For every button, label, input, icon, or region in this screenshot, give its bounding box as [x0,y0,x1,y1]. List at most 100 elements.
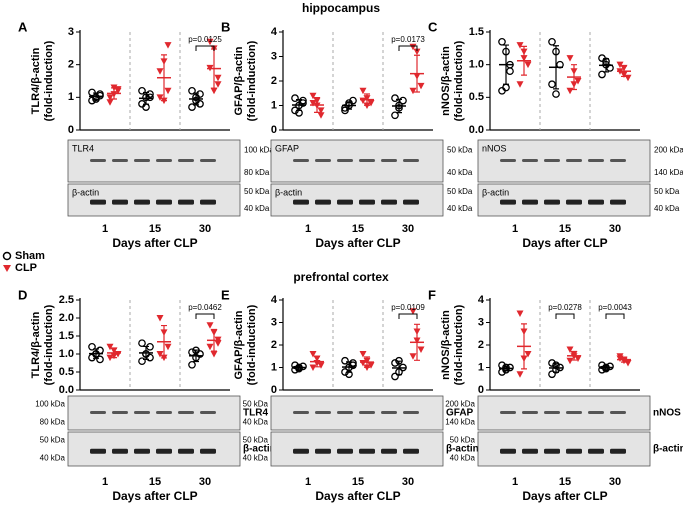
panel-label: B [221,19,230,34]
blot-band [134,199,150,205]
legend-marker [3,265,11,272]
y-tick-label: 0.0 [59,384,74,396]
data-point [409,308,417,315]
error-bar [93,348,99,359]
y-tick-label: 2 [271,75,277,87]
y-tick-label: 1 [271,99,277,111]
blot-band [156,411,172,414]
protein-label: nNOS [653,408,681,419]
y-axis-label: (fold-induction) [246,40,258,121]
data-point [164,42,172,49]
blot-band [359,411,375,414]
data-point [146,93,154,102]
y-tick-label: 0 [68,124,74,136]
blot-band [112,199,128,205]
error-bar [553,45,559,90]
data-point [399,96,407,105]
blot-band [610,199,626,205]
data-point [341,356,349,365]
error-bar [111,347,117,359]
x-tick-label: 30 [402,223,414,235]
error-bar [396,98,402,114]
y-tick-label: 0.5 [59,366,74,378]
x-tick-label: 1 [102,476,108,488]
y-tick-label: 2.0 [59,312,74,324]
data-point [156,315,164,322]
kda-label: 200 kDa [445,400,475,409]
data-point [524,61,532,69]
section-title: hippocampus [302,1,380,15]
protein-label: β-actin [653,444,683,455]
kda-label: 40 kDa [450,454,476,463]
data-point [498,37,506,46]
blot-band [566,411,582,414]
data-point [299,362,307,371]
data-point [196,90,204,98]
data-point [210,87,218,95]
blot-band [403,411,419,414]
blot-band [178,448,194,454]
error-bar [621,65,627,78]
protein-label: β-actin [243,444,276,455]
y-tick-label: 3 [271,316,277,328]
panel-label: E [221,287,230,302]
data-point [317,107,325,114]
data-point [359,351,367,358]
blot-band [500,411,516,414]
blot-band [134,159,150,162]
data-point [138,86,146,95]
error-bar [414,54,420,93]
blot-band [403,199,419,205]
data-point [409,87,417,95]
data-point [391,94,399,103]
y-axis-label: nNOS/β-actin [440,310,452,380]
x-tick-label: 1 [512,223,518,235]
data-point [566,357,574,365]
y-tick-label: 2 [478,339,484,351]
x-tick-label: 15 [149,476,161,488]
error-bar [364,93,370,106]
blot-band [112,448,128,454]
x-tick-label: 15 [352,223,364,235]
y-axis-label: TLR4/β-actin [30,311,42,378]
data-point [146,353,154,362]
data-point [506,363,514,372]
blot-band [522,159,538,162]
data-point [299,99,307,107]
kda-label: 80 kDa [40,418,66,427]
data-point [88,342,96,351]
x-tick-label: 1 [305,476,311,488]
kda-label: 50 kDa [244,187,270,196]
data-point [309,351,317,358]
error-bar [603,365,609,370]
p-value: p=0.0043 [598,303,632,312]
data-point [616,61,624,69]
x-tick-label: 15 [559,476,571,488]
kda-label: 40 kDa [243,418,269,427]
x-axis-label: Days after CLP [112,489,197,503]
data-point [106,94,114,101]
data-point [299,96,307,105]
x-tick-label: 30 [402,476,414,488]
blot-band [293,159,309,162]
kda-label: 100 kDa [244,146,274,155]
y-tick-label: 0 [478,384,484,396]
data-point [624,74,632,82]
p-value: p=0.0125 [188,35,222,44]
p-value: p=0.0173 [391,35,425,44]
data-point [391,359,399,367]
data-point [548,370,556,379]
blot-band [156,199,172,205]
data-point [548,37,556,46]
data-point [524,351,532,358]
data-point [548,80,556,89]
error-bar [503,365,509,372]
error-bar [314,97,320,113]
data-point [188,86,196,95]
kda-label: 140 kDa [445,418,475,427]
blot-band [293,199,309,205]
x-axis-label: Days after CLP [112,236,197,250]
y-tick-label: 4 [271,294,278,306]
data-point [506,67,514,76]
data-point [138,339,146,348]
